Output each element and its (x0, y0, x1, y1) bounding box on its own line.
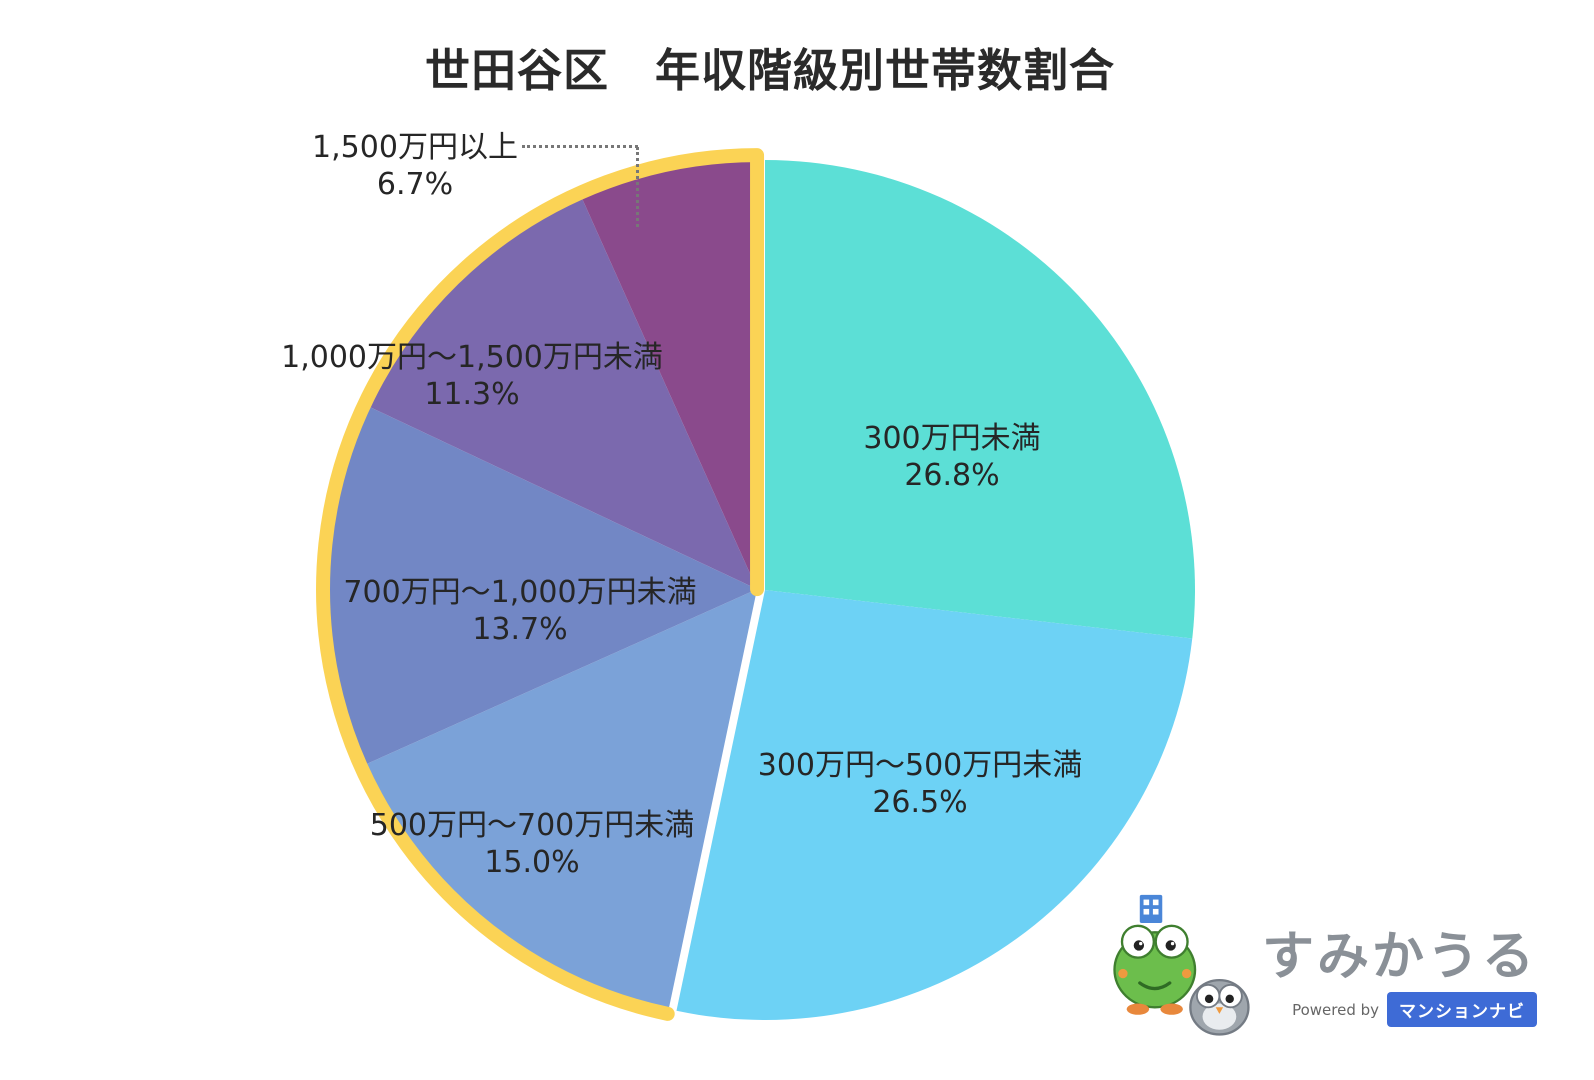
owl-icon (1189, 978, 1250, 1036)
slice-pct-text: 15.0% (484, 845, 580, 880)
leader-line-vertical (636, 147, 639, 227)
building-icon (1139, 894, 1163, 923)
pie-slice-3 (327, 406, 758, 765)
slice-label-text: 300万円〜500万円未満 (757, 748, 1083, 783)
pie-slice-1 (676, 590, 1193, 1020)
slice-label-300-500: 300万円〜500万円未満 26.5% (758, 747, 1083, 821)
slice-pct-text: 13.7% (472, 612, 568, 647)
sumikauru-logo: すみかうる Powered by マンションナビ (1106, 893, 1538, 1045)
slice-pct-text: 6.7% (376, 167, 454, 202)
powered-by-label: Powered by (1292, 1000, 1380, 1019)
leader-line-horizontal (522, 145, 638, 148)
mascot-frog-owl-icon (1113, 894, 1250, 1036)
slice-label-text: 300万円未満 (863, 421, 1041, 456)
mascot-icons (1106, 893, 1256, 1045)
slice-pct-text: 26.5% (872, 785, 968, 820)
slice-label-700-1000: 700万円〜1,000万円未満 13.7% (343, 574, 696, 648)
slice-label-text: 500万円〜700万円未満 (369, 808, 695, 843)
pie-slice-2 (364, 589, 758, 1010)
pie-slice-0 (765, 160, 1195, 639)
slice-label-1000-1500: 1,000万円〜1,500万円未満 11.3% (281, 339, 663, 413)
slice-label-text: 1,500万円以上 (312, 130, 518, 165)
slice-pct-text: 11.3% (424, 377, 520, 412)
slice-label-under-300: 300万円未満 26.8% (863, 420, 1040, 494)
slice-label-text: 700万円〜1,000万円未満 (343, 575, 697, 610)
slice-label-500-700: 500万円〜700万円未満 15.0% (370, 807, 695, 881)
frog-icon (1113, 924, 1197, 1015)
chart-title: 世田谷区 年収階級別世帯数割合 (424, 44, 1115, 97)
slice-label-over-1500: 1,500万円以上 6.7% (312, 129, 518, 203)
pie-slice-4 (367, 196, 758, 590)
highlight-group-outline (316, 148, 765, 1021)
slice-label-text: 1,000万円〜1,500万円未満 (281, 340, 663, 375)
pie-slice-5 (581, 159, 758, 590)
brand-name: すみかうる (1262, 927, 1538, 987)
mansion-navi-badge[interactable]: マンションナビ (1387, 992, 1538, 1027)
slice-pct-text: 26.8% (904, 458, 1000, 493)
